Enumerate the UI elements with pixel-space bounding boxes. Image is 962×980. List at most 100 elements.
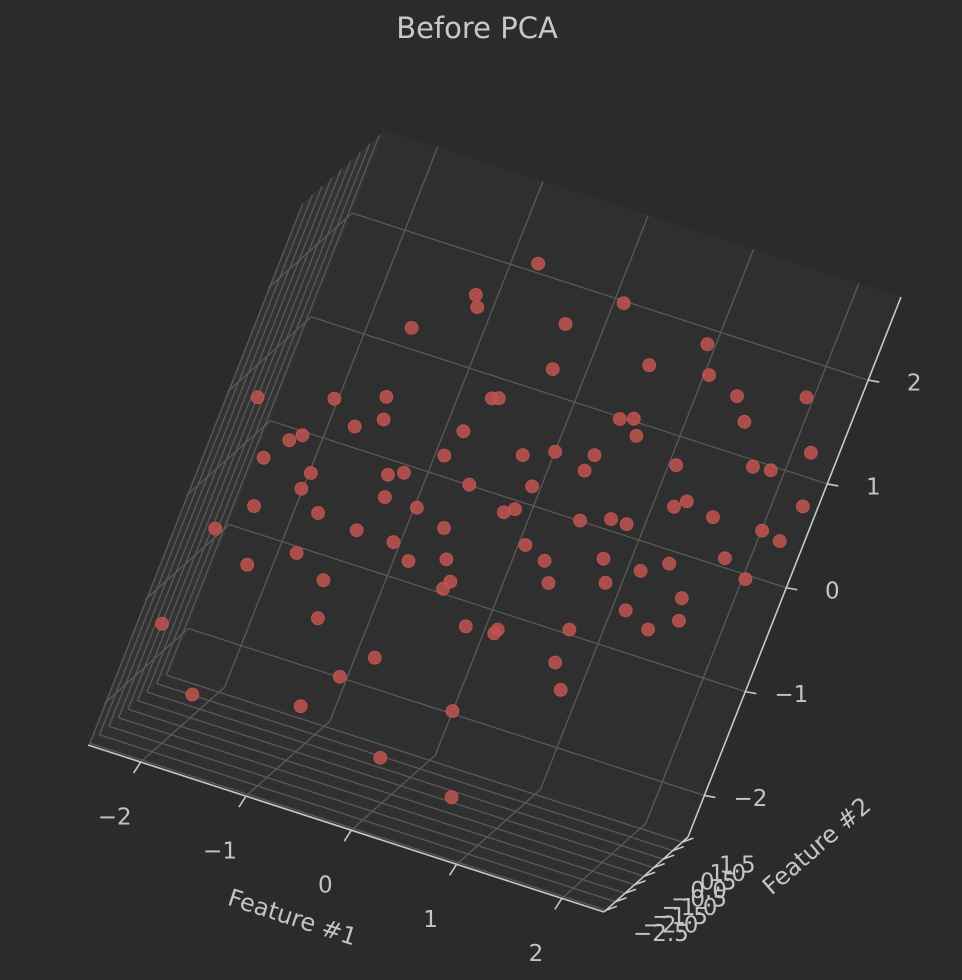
data-point (247, 499, 261, 514)
data-point (496, 505, 511, 520)
grid-z-left (267, 212, 353, 289)
grid-x-floor (350, 754, 436, 831)
grid-y-floor (89, 742, 607, 911)
data-point (562, 622, 577, 637)
data-point (458, 619, 473, 634)
grid-x-back (645, 283, 860, 824)
data-point (737, 414, 752, 429)
z-tick (745, 690, 757, 695)
data-point (327, 391, 342, 406)
data-point (443, 574, 458, 589)
data-point (616, 296, 631, 311)
data-point (445, 704, 460, 718)
x-tick-label: 0 (318, 873, 333, 899)
grid-z-back (229, 523, 746, 693)
y-tick (643, 871, 656, 877)
data-point (541, 576, 556, 590)
data-point (437, 521, 451, 535)
z-tick-label: 2 (907, 371, 922, 397)
z-tick (704, 794, 716, 799)
chart-title: Before PCA (396, 11, 558, 45)
z-tick (827, 483, 839, 487)
data-point (746, 459, 760, 474)
grid-x-floor (245, 720, 331, 797)
z-axis-line (687, 296, 902, 838)
data-points (155, 256, 818, 805)
data-point (303, 466, 318, 480)
data-point (702, 368, 716, 383)
x-tick (554, 897, 563, 910)
y-tick-label: −2.0 (643, 912, 699, 938)
data-point (641, 622, 655, 637)
data-point (462, 477, 477, 492)
y-tick-label: −1.0 (662, 895, 718, 921)
data-point (674, 591, 689, 606)
x-tick-label: 1 (423, 907, 438, 933)
data-point (629, 428, 644, 443)
y-tick-label: 0.0 (690, 878, 727, 904)
z-tick (786, 586, 798, 591)
y-tick-label: 0.5 (700, 870, 737, 896)
data-point (468, 287, 483, 302)
grid-y-left (146, 151, 361, 693)
grid-x-back (539, 249, 755, 790)
grid-y-left (156, 143, 371, 684)
grid-y-floor (166, 674, 683, 843)
z-tick-label: −2 (733, 786, 767, 812)
data-point (250, 390, 265, 405)
y-tick (681, 837, 694, 843)
y-tick (624, 888, 637, 895)
z-tick-label: 0 (825, 578, 840, 604)
data-point (282, 433, 297, 448)
y-tick (662, 854, 675, 860)
grid-z-back (352, 212, 869, 381)
data-point (795, 499, 810, 514)
grid-y-left (89, 203, 304, 744)
data-point (662, 556, 677, 571)
data-point (618, 603, 633, 618)
floor-pane (88, 670, 688, 912)
z-tick-label: 1 (866, 474, 881, 500)
y-tick (672, 845, 685, 852)
grid-y-floor (99, 734, 616, 903)
data-point (518, 538, 533, 552)
y-tick (634, 879, 646, 886)
grid-y-left (108, 186, 323, 727)
x-axis-line (87, 744, 605, 913)
data-point (155, 616, 169, 631)
z-tick (868, 379, 880, 383)
data-point (444, 790, 459, 805)
data-point (381, 467, 395, 482)
data-point (349, 523, 364, 538)
data-point (332, 669, 347, 684)
grid-z-back (270, 420, 787, 589)
data-point (470, 300, 485, 315)
axis-lines (87, 296, 902, 913)
data-point (386, 535, 401, 549)
data-point (667, 499, 681, 514)
y-tick-label: 1.0 (709, 861, 746, 887)
data-point (456, 424, 471, 439)
data-point (376, 412, 391, 427)
x-tick-label: −1 (203, 839, 237, 865)
data-point (396, 465, 411, 480)
y-tick-label: 1.5 (719, 853, 756, 879)
grid-y-floor (146, 691, 664, 860)
data-point (310, 611, 325, 626)
x-axis-label: Feature #1 (225, 883, 361, 951)
data-point (553, 683, 568, 697)
data-point (730, 389, 744, 404)
data-point (573, 513, 587, 528)
y-tick-label: −2.5 (633, 921, 689, 947)
grid-y-floor (118, 717, 635, 886)
data-point (401, 554, 416, 568)
grid-x-floor (140, 686, 226, 763)
x-tick-label: −2 (98, 805, 132, 831)
data-point (672, 613, 686, 628)
data-point (700, 337, 715, 352)
y-tick (653, 862, 665, 869)
data-point (642, 358, 657, 373)
grid-x-back (224, 146, 439, 688)
grid-y-left (117, 177, 333, 718)
data-point (669, 458, 683, 473)
